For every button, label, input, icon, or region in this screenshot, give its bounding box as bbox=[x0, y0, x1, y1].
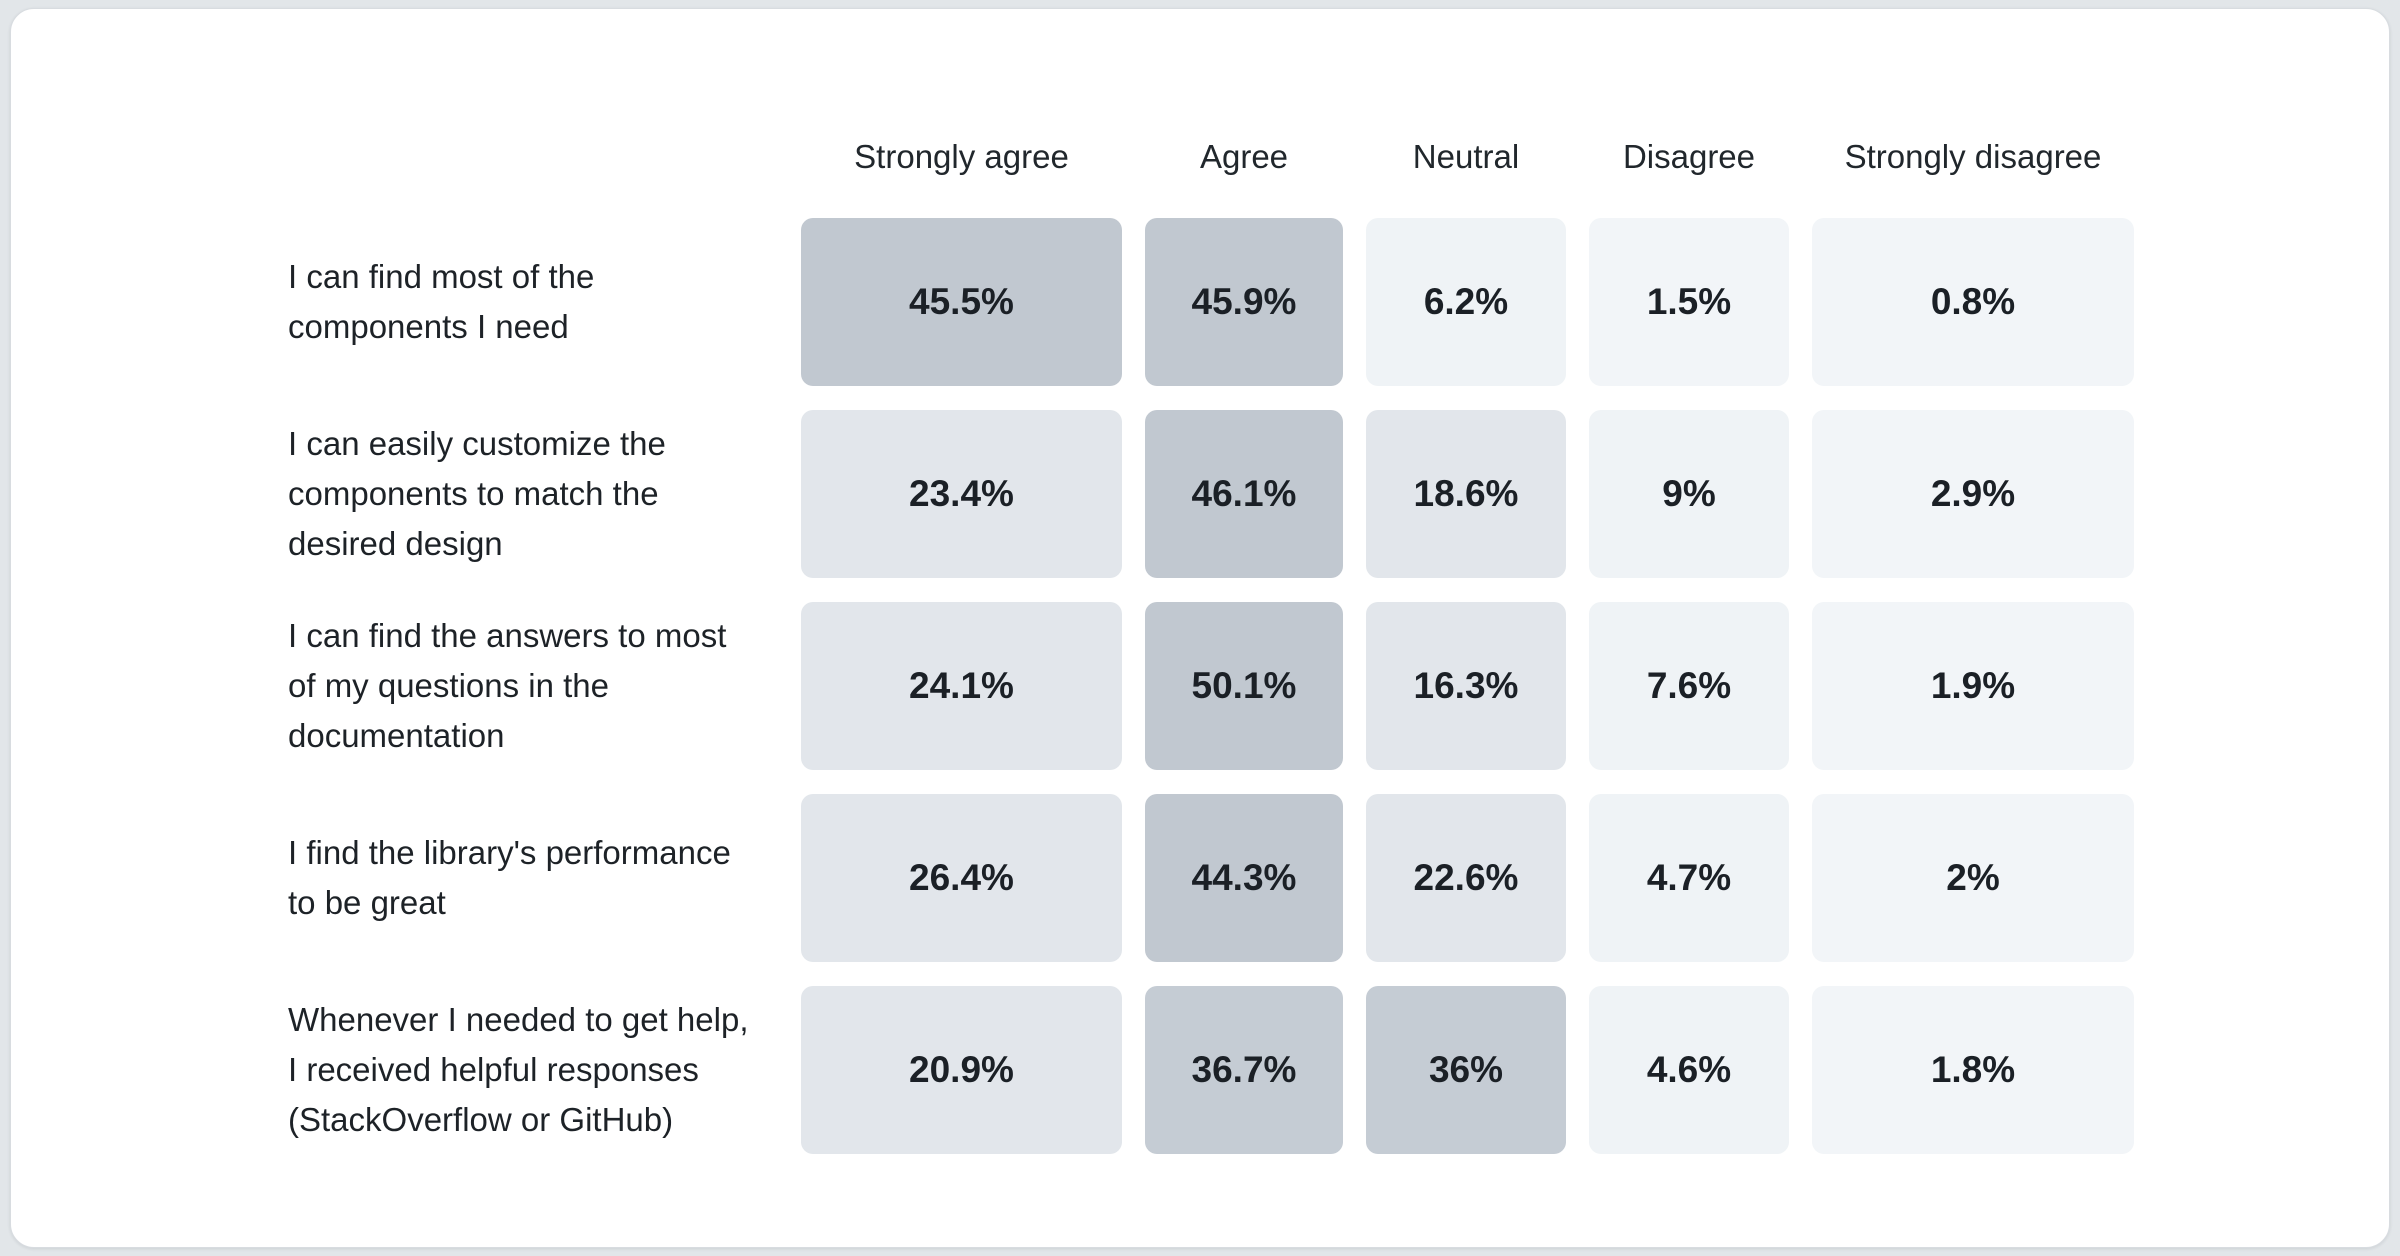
heatmap-cell: 36.7% bbox=[1145, 986, 1343, 1154]
heatmap-table: Strongly agree Agree Neutral Disagree Strong… bbox=[288, 119, 2134, 1154]
column-header: Neutral bbox=[1412, 137, 1520, 175]
heatmap-cell: 20.9% bbox=[801, 986, 1122, 1154]
column-header: Agree bbox=[1199, 137, 1289, 175]
heatmap-cell: 23.4% bbox=[801, 410, 1122, 578]
column-header: Disagree bbox=[1622, 137, 1756, 175]
survey-card: Strongly agree Agree Neutral Disagree Strong… bbox=[10, 8, 2390, 1248]
row-label-line: components to match the bbox=[288, 475, 659, 512]
row-label-line: I can easily customize the bbox=[288, 425, 666, 462]
row-label-line: documentation bbox=[288, 717, 505, 754]
row-label-line: I find the library's performance bbox=[288, 834, 731, 871]
heatmap-cell: 26.4% bbox=[801, 794, 1122, 962]
heatmap-cell: 7.6% bbox=[1589, 602, 1789, 770]
row-label: I can find the answers to most of my ques… bbox=[288, 602, 778, 770]
row-label-line: of my questions in the bbox=[288, 667, 610, 704]
row-label-line: I can find most of the bbox=[288, 258, 595, 295]
heatmap-cell: 18.6% bbox=[1366, 410, 1566, 578]
heatmap-cell: 4.6% bbox=[1589, 986, 1789, 1154]
row-label: I can find most of the components I need bbox=[288, 218, 778, 386]
row-label: I find the library's performance to be gr… bbox=[288, 794, 778, 962]
heatmap-cell: 24.1% bbox=[801, 602, 1122, 770]
column-header: Strongly disagree bbox=[1844, 137, 2102, 175]
heatmap-cell: 44.3% bbox=[1145, 794, 1343, 962]
heatmap-cell: 45.9% bbox=[1145, 218, 1343, 386]
heatmap-cell: 46.1% bbox=[1145, 410, 1343, 578]
heatmap-cell: 16.3% bbox=[1366, 602, 1566, 770]
row-label-line: (StackOverflow or GitHub) bbox=[288, 1101, 674, 1138]
row-label-line: components I need bbox=[288, 308, 569, 345]
corner-spacer bbox=[288, 119, 778, 194]
heatmap-cell: 22.6% bbox=[1366, 794, 1566, 962]
heatmap-cell: 1.8% bbox=[1812, 986, 2134, 1154]
heatmap-cell: 45.5% bbox=[801, 218, 1122, 386]
row-label-line: to be great bbox=[288, 884, 446, 921]
heatmap-cell: 6.2% bbox=[1366, 218, 1566, 386]
heatmap-cell: 36% bbox=[1366, 986, 1566, 1154]
heatmap-cell: 9% bbox=[1589, 410, 1789, 578]
heatmap-cell: 50.1% bbox=[1145, 602, 1343, 770]
heatmap-cell: 4.7% bbox=[1589, 794, 1789, 962]
row-label: I can easily customize the components to … bbox=[288, 410, 778, 578]
heatmap-cell: 2.9% bbox=[1812, 410, 2134, 578]
heatmap-cell: 0.8% bbox=[1812, 218, 2134, 386]
heatmap-cell: 2% bbox=[1812, 794, 2134, 962]
row-label-line: I can find the answers to most bbox=[288, 617, 727, 654]
heatmap-cell: 1.9% bbox=[1812, 602, 2134, 770]
heatmap-cell: 1.5% bbox=[1589, 218, 1789, 386]
row-label-line: Whenever I needed to get help, bbox=[288, 1001, 749, 1038]
row-label-line: desired design bbox=[288, 525, 503, 562]
row-label: Whenever I needed to get help, I received… bbox=[288, 986, 778, 1154]
column-header: Strongly agree bbox=[854, 137, 1069, 175]
row-label-line: I received helpful responses bbox=[288, 1051, 699, 1088]
